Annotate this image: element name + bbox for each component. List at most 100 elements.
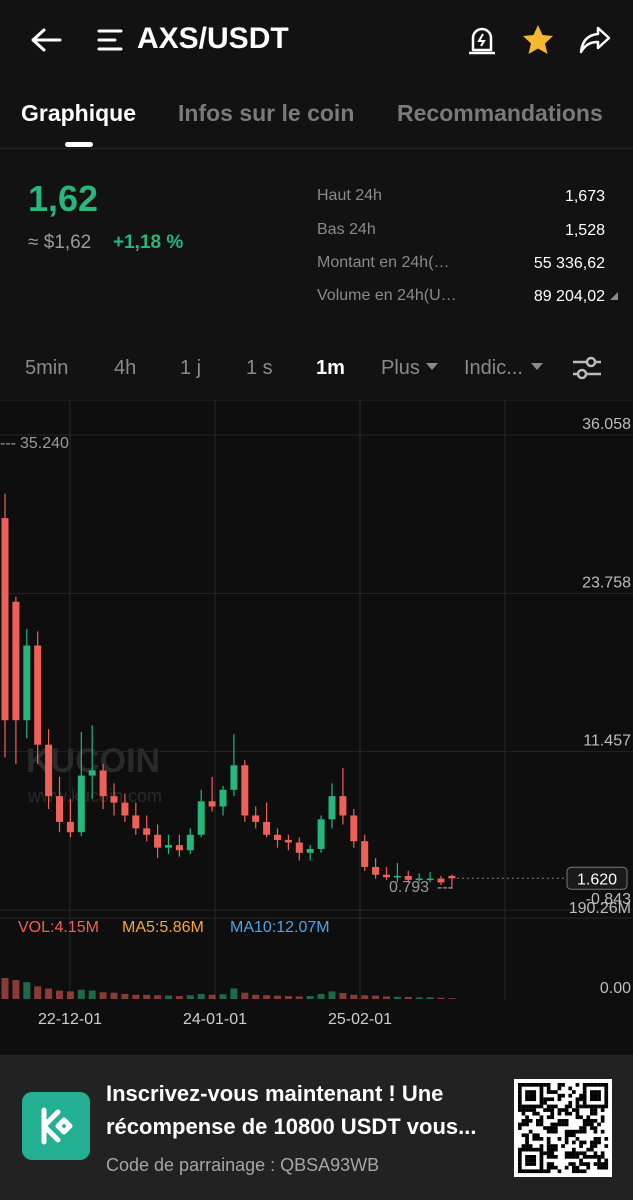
qr-module: [561, 1119, 565, 1123]
qr-module: [568, 1133, 573, 1138]
candle-body: [88, 770, 96, 776]
qr-module: [586, 1104, 591, 1109]
volume-bar: [328, 991, 336, 999]
candle-body: [372, 866, 380, 875]
price-tick-label: 11.457: [583, 733, 631, 750]
interval[interactable]: 1 j: [180, 357, 202, 379]
alert-icon[interactable]: [466, 24, 498, 56]
qr-module: [539, 1101, 544, 1105]
last-price-box: [566, 866, 628, 890]
qr-module: [586, 1119, 591, 1123]
volume-bar: [175, 996, 183, 999]
qr-module: [579, 1151, 583, 1156]
pair-title[interactable]: AXS/USDT: [137, 22, 289, 55]
qr-module: [532, 1137, 537, 1141]
qr-module: [550, 1147, 555, 1152]
date-label: 25-02-01: [328, 1011, 392, 1028]
volume-bar: [219, 994, 227, 999]
corner-triangle: [610, 292, 618, 300]
interval[interactable]: Plus: [381, 357, 420, 379]
candle-body: [393, 875, 401, 878]
qr-module: [593, 1097, 598, 1102]
qr-module: [561, 1108, 565, 1112]
qr-module: [604, 1083, 609, 1087]
qr-module: [546, 1104, 551, 1109]
qr-module: [593, 1111, 598, 1116]
qr-module: [539, 1162, 544, 1166]
qr-module: [593, 1119, 598, 1123]
qr-module: [593, 1155, 598, 1159]
qr-module: [564, 1129, 569, 1134]
qr-module: [546, 1155, 551, 1159]
qr-module: [546, 1086, 551, 1091]
qr-module: [575, 1151, 580, 1156]
qr-module: [579, 1158, 583, 1163]
candle-body: [284, 839, 292, 843]
favorite-star[interactable]: [521, 23, 555, 57]
candle-body: [415, 878, 423, 881]
volume-bar: [252, 994, 260, 999]
qr-module: [525, 1090, 529, 1094]
candle-body: [34, 645, 42, 745]
qr-module: [525, 1137, 529, 1141]
tab[interactable]: Graphique: [21, 100, 137, 126]
qr-module: [525, 1083, 529, 1087]
interval[interactable]: 1 s: [246, 357, 273, 379]
qr-module: [546, 1126, 551, 1130]
qr-module: [532, 1083, 537, 1087]
qr-module: [528, 1147, 533, 1152]
qr-module: [546, 1169, 551, 1174]
qr-module: [532, 1104, 537, 1109]
qr-module: [539, 1097, 544, 1102]
qr-module: [539, 1169, 544, 1174]
candle-body: [77, 775, 85, 833]
qr-module: [561, 1093, 565, 1098]
qr-module: [557, 1093, 562, 1098]
qr-module: [536, 1104, 540, 1109]
qr-module: [575, 1155, 580, 1159]
qr-module: [539, 1147, 544, 1152]
share-icon[interactable]: [578, 24, 612, 56]
qr-module: [550, 1108, 555, 1112]
qr-module: [539, 1104, 544, 1109]
menu-icon[interactable]: [97, 28, 125, 52]
qr-module: [525, 1162, 529, 1166]
qr-module: [521, 1083, 526, 1087]
qr-module: [518, 1162, 522, 1166]
qr-module: [568, 1129, 573, 1134]
qr-module: [579, 1140, 583, 1145]
volume-bar: [306, 996, 314, 999]
qr-module: [604, 1162, 609, 1166]
qr-module: [525, 1158, 529, 1163]
interval[interactable]: 1m: [316, 357, 345, 379]
volume-bar: [404, 996, 412, 999]
banner-subtitle: récompense de 10800 USDT vous...: [106, 1114, 477, 1139]
qr-module: [568, 1111, 573, 1116]
qr-module: [550, 1165, 555, 1170]
interval[interactable]: 4h: [114, 357, 137, 379]
qr-module: [518, 1104, 522, 1109]
candle-body: [219, 789, 227, 807]
qr-module: [521, 1122, 526, 1127]
qr-module: [568, 1101, 573, 1105]
qr-module: [586, 1162, 591, 1166]
qr-module: [521, 1104, 526, 1109]
candle-body: [404, 875, 412, 880]
qr-module: [557, 1119, 562, 1123]
candle-body: [56, 796, 63, 822]
interval[interactable]: Indic...: [464, 357, 523, 379]
qr-module: [568, 1093, 573, 1098]
volume-bar: [437, 997, 445, 999]
settings-icon[interactable]: [571, 355, 603, 381]
candle-body: [295, 842, 303, 853]
volume-bar: [241, 992, 249, 999]
tab[interactable]: Recommandations: [397, 100, 603, 126]
candle-body: [121, 802, 129, 816]
qr-module: [539, 1119, 544, 1123]
qr-module: [593, 1083, 598, 1087]
candle-body: [241, 765, 249, 816]
interval[interactable]: 5min: [25, 357, 69, 379]
back-button[interactable]: [28, 26, 64, 54]
tab[interactable]: Infos sur le coin: [178, 100, 355, 126]
